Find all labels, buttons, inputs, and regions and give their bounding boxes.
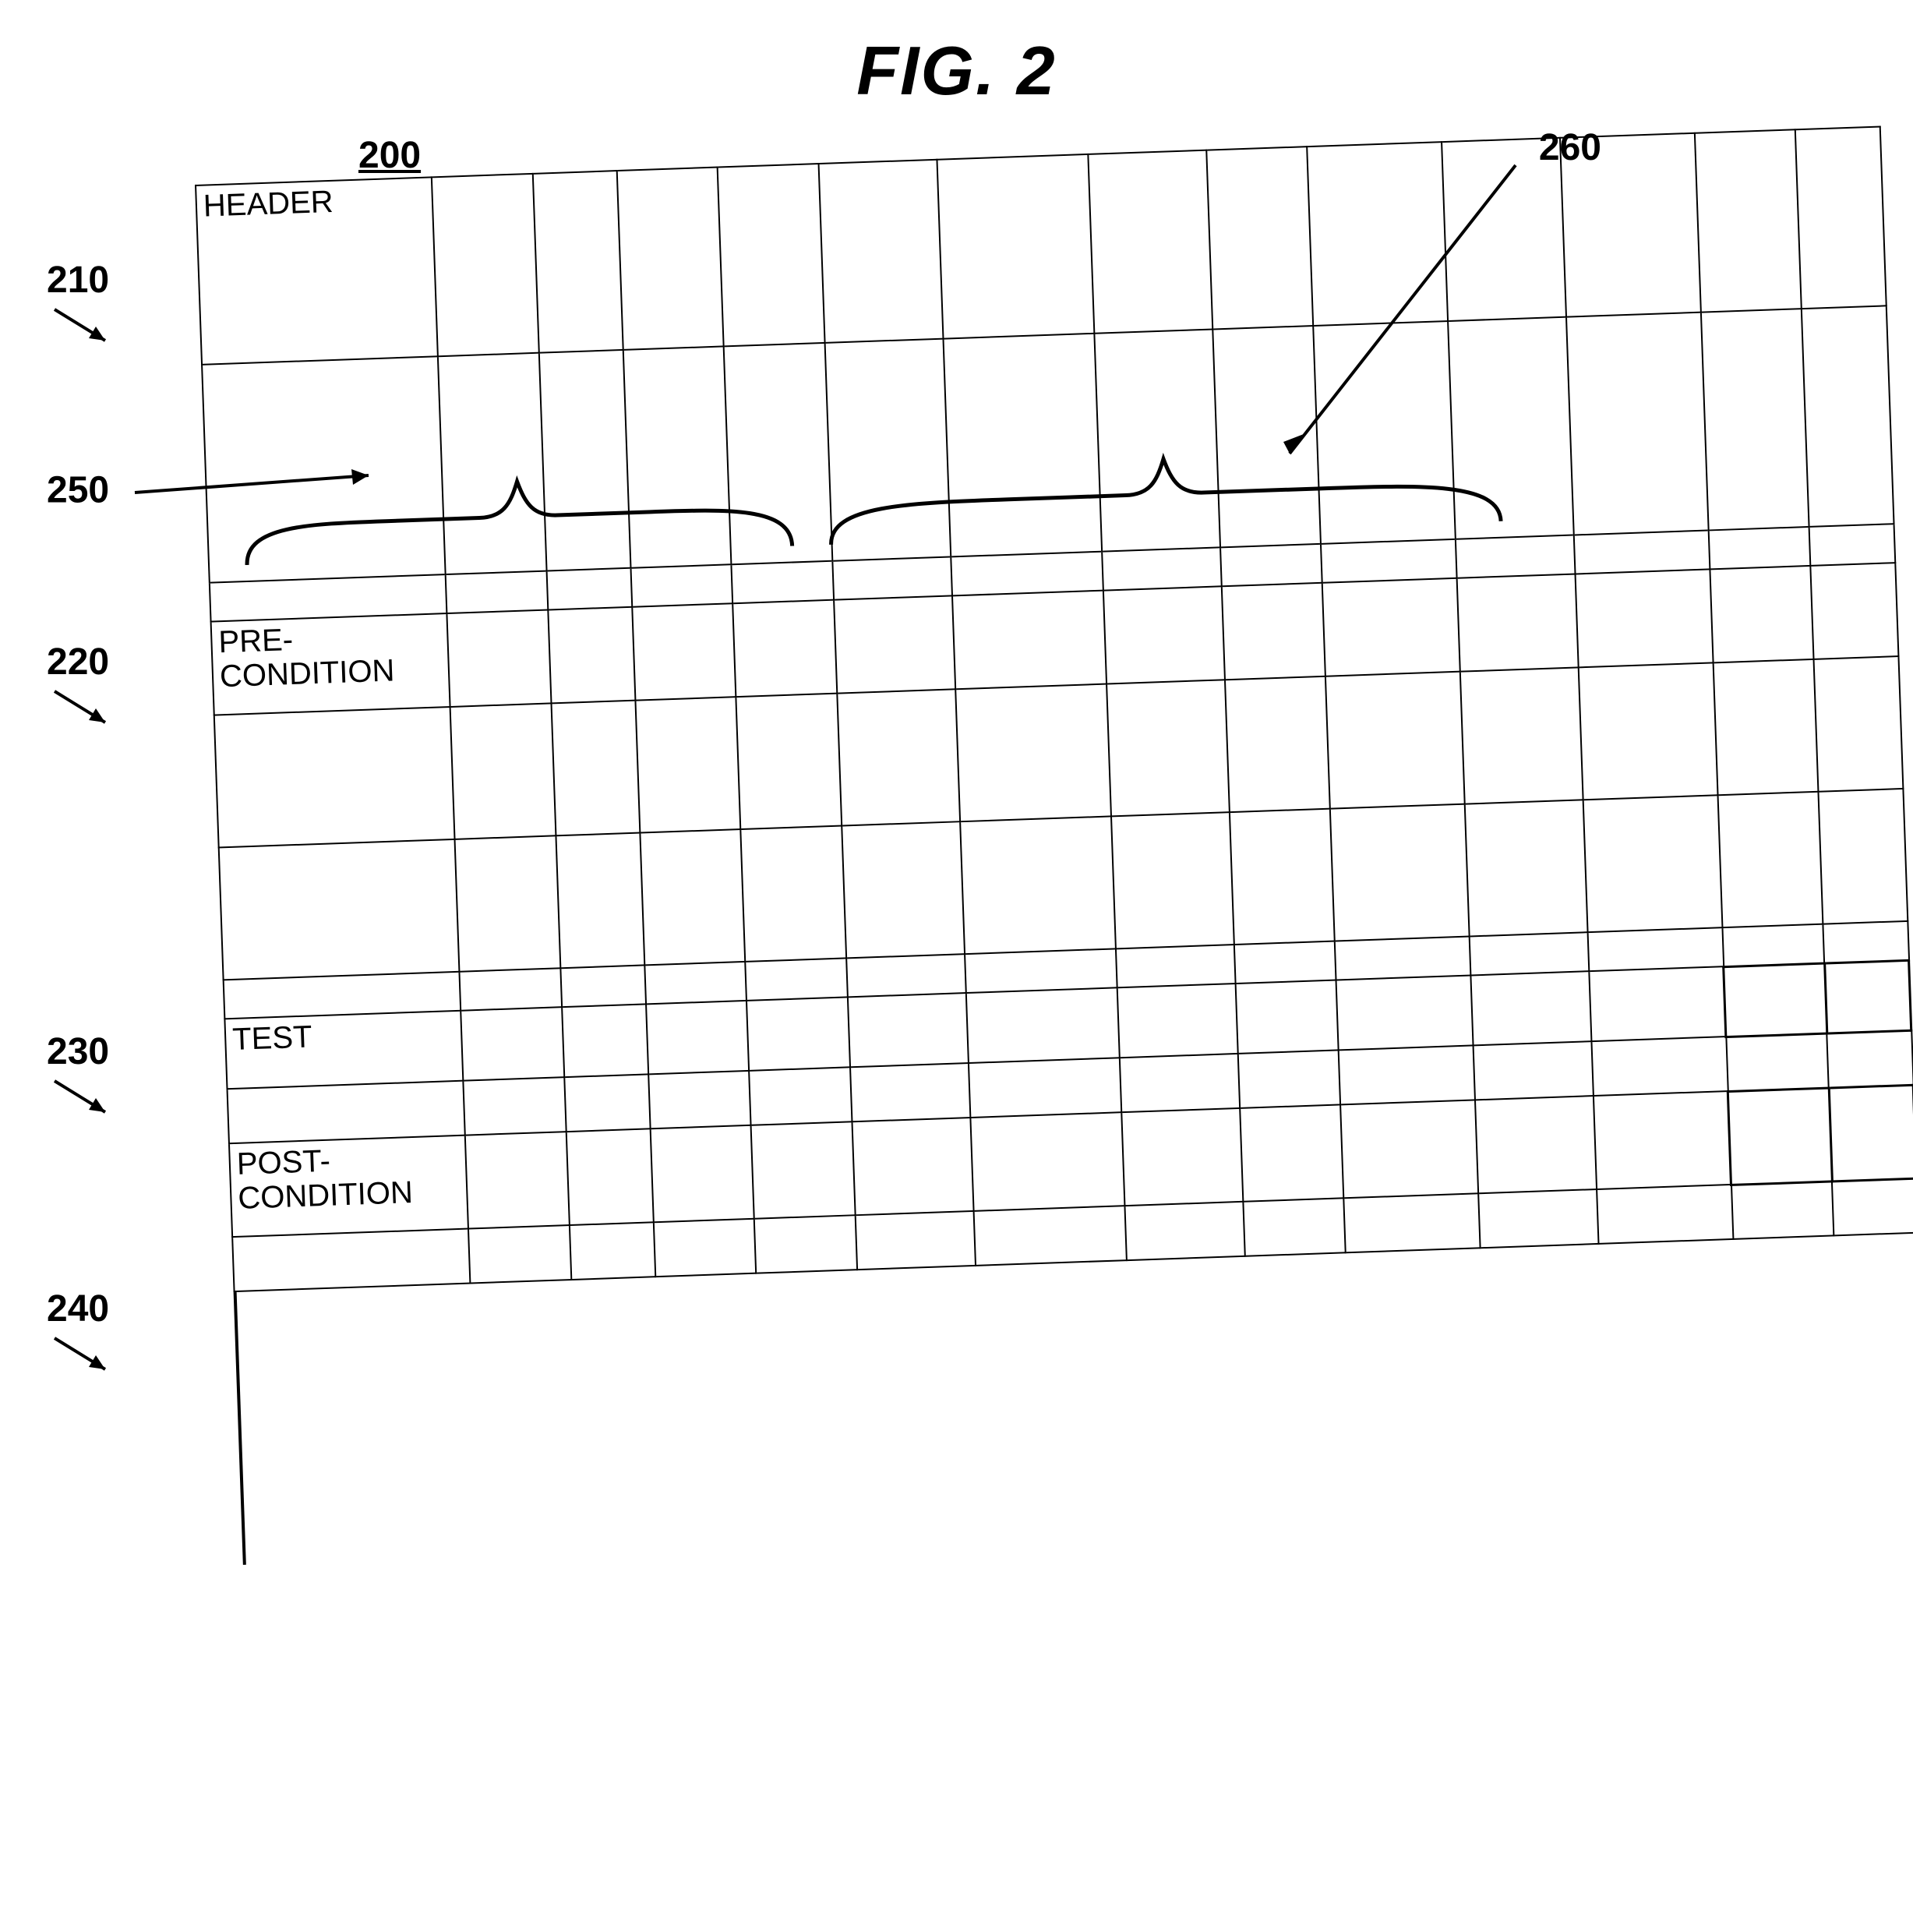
figure-title: FIG. 2 — [31, 31, 1882, 111]
arrow-icon — [47, 683, 117, 730]
ref-240: 240 — [47, 1287, 117, 1377]
grid-wrapper: 200 HEADER — [195, 134, 1882, 1293]
test-cell-label: TEST — [224, 1011, 463, 1090]
ref-210-num: 210 — [47, 260, 109, 301]
vertical-tail-line — [234, 1292, 246, 1565]
ref-250-num: 250 — [47, 470, 109, 511]
figure-container: FIG. 2 260 210 250 220 230 — [31, 31, 1882, 1293]
ref-230-num: 230 — [47, 1031, 109, 1072]
ref-220-num: 220 — [47, 641, 109, 683]
ref-240-num: 240 — [47, 1288, 109, 1330]
arrow-icon — [47, 1073, 117, 1120]
spreadsheet-grid: HEADER PRE-CONDITION — [195, 125, 1913, 1292]
header-cell-label: HEADER — [196, 177, 438, 364]
tilted-inner: HEADER PRE-CONDITION — [195, 125, 1913, 1292]
small-box — [1825, 960, 1911, 1033]
small-box — [1829, 1085, 1913, 1181]
arrow-icon — [47, 302, 117, 348]
postcondition-cell-label: POST-CONDITION — [229, 1136, 468, 1237]
small-box — [1728, 1088, 1832, 1185]
small-box — [1724, 963, 1827, 1037]
ref-210: 210 — [47, 259, 117, 348]
diagram-layout: 210 250 220 230 240 200 — [31, 134, 1882, 1293]
ref-230: 230 — [47, 1030, 117, 1120]
arrow-icon — [47, 1330, 117, 1377]
precondition-cell-label: PRE-CONDITION — [211, 613, 450, 715]
ref-220: 220 — [47, 641, 117, 730]
